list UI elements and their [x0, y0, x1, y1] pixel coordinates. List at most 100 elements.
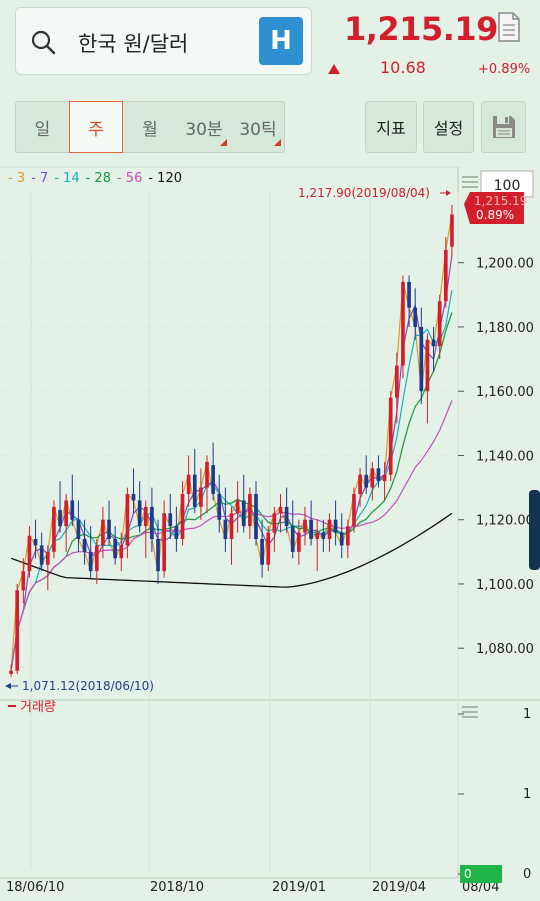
document-icon[interactable] — [497, 12, 521, 42]
candle-body — [76, 519, 81, 539]
candle-body — [333, 519, 338, 533]
price-change-percent: +0.89% — [478, 62, 531, 77]
candle-body — [15, 590, 20, 671]
candle-body — [413, 307, 418, 327]
candlesticks — [9, 204, 454, 678]
x-tick-label: 2018/10 — [150, 880, 204, 895]
y-tick-label: 1,100.00 — [476, 578, 534, 593]
ma-legend: - 3 - 7 - 14 - 28 - 56 - 120 — [8, 171, 182, 186]
candle-body — [143, 506, 148, 527]
candle-body — [401, 281, 405, 366]
save-button[interactable] — [481, 101, 526, 153]
candle-body — [58, 510, 62, 527]
high-annotation: 1,217.90(2019/08/04) — [298, 186, 430, 200]
settings-button[interactable]: 설정 — [423, 101, 474, 153]
tab-30min-label: 30분 — [185, 119, 223, 140]
candle-body — [94, 545, 99, 572]
high-arrow-icon — [446, 190, 451, 196]
candle-body — [346, 526, 350, 546]
candle-body — [437, 301, 442, 347]
indicator-button[interactable]: 지표 — [365, 101, 417, 153]
x-tick-label: 2019/04 — [372, 880, 426, 895]
candle-body — [352, 494, 356, 527]
side-drawer-handle[interactable] — [529, 490, 540, 570]
volume-legend: 거래량 — [8, 700, 56, 715]
candle-body — [131, 494, 136, 501]
period-tabs: 일 주 월 30분 30틱 — [15, 101, 285, 153]
candle-body — [297, 532, 301, 552]
x-tick-label: 08/04 — [462, 880, 499, 895]
candle-body — [119, 545, 124, 559]
tab-30tick[interactable]: 30틱 — [231, 102, 285, 152]
volume-menu-icon[interactable] — [462, 706, 478, 718]
candle-body — [192, 474, 197, 507]
candle-body — [70, 500, 75, 520]
h-button[interactable]: H — [259, 17, 303, 65]
candle-body — [266, 532, 271, 565]
ma-line-7 — [10, 255, 453, 671]
tab-day-label: 일 — [34, 119, 51, 140]
y-axis: 1,200.00 1,180.00 1,160.00 1,140.00 1,120.00… — [458, 257, 534, 657]
candle-body — [370, 468, 375, 488]
candle-body — [21, 571, 26, 591]
tab-30tick-label: 30틱 — [239, 119, 277, 140]
candle-body — [284, 506, 289, 527]
y-tick-label: 1,120.00 — [476, 514, 534, 529]
search-icon[interactable] — [30, 29, 56, 55]
search-input[interactable]: 한국 원/달러 — [78, 32, 189, 56]
candle-body — [101, 519, 105, 546]
candle-body — [52, 506, 56, 552]
current-price-tag-label: 1,215.19 — [474, 194, 527, 208]
candle-body — [388, 397, 393, 475]
ma-line-56 — [10, 400, 453, 671]
legend-ma3: - 3 — [8, 171, 26, 186]
ma-line-14 — [10, 290, 453, 671]
ma-line-28 — [10, 312, 453, 671]
candle-body — [168, 513, 173, 527]
zoom-box[interactable]: 100 — [480, 170, 534, 198]
menu-icon[interactable] — [462, 176, 478, 188]
candle-body — [364, 474, 369, 488]
candle-body — [303, 519, 307, 533]
candle-body — [217, 494, 222, 520]
candle-body — [156, 538, 160, 572]
candle-body — [125, 494, 130, 546]
y-tick-label: 1,200.00 — [476, 257, 534, 272]
current-price-tag: 1,215.19 0.89% — [464, 192, 527, 224]
volume-axis: 1 1 0 0 — [458, 707, 531, 883]
candle-body — [9, 670, 13, 674]
candle-body — [272, 513, 277, 533]
tab-day[interactable]: 일 — [16, 102, 69, 152]
candle-body — [229, 513, 234, 539]
candle-body — [64, 500, 69, 527]
candle-body — [394, 365, 399, 398]
legend-ma28: - 28 — [85, 171, 111, 186]
candle-body — [254, 494, 258, 539]
current-pct-tag-label: 0.89% — [476, 208, 514, 222]
candle-body — [174, 526, 179, 539]
legend-ma56: - 56 — [116, 171, 143, 186]
candle-body — [407, 281, 411, 308]
candle-body — [82, 538, 87, 552]
candle-body — [137, 500, 142, 527]
search-box[interactable]: 한국 원/달러 H — [15, 7, 312, 75]
low-annotation: 1,071.12(2018/06/10) — [22, 679, 154, 693]
menu-corner-icon — [274, 139, 281, 146]
legend-ma7: - 7 — [31, 171, 49, 186]
menu-corner-icon — [220, 139, 227, 146]
candle-body — [211, 465, 215, 495]
candle-body — [199, 487, 203, 507]
price-change: 10.68 — [380, 58, 426, 77]
candle-body — [358, 474, 362, 495]
x-tick-label: 18/06/10 — [6, 880, 64, 895]
candle-body — [376, 468, 381, 482]
candle-body — [150, 506, 154, 539]
candle-body — [107, 519, 111, 539]
tab-30min[interactable]: 30분 — [177, 102, 231, 152]
candle-body — [450, 214, 454, 247]
candle-body — [278, 506, 283, 514]
candle-body — [290, 526, 295, 552]
tab-month[interactable]: 월 — [123, 102, 177, 152]
candle-body — [248, 494, 252, 527]
tab-week[interactable]: 주 — [69, 101, 123, 153]
